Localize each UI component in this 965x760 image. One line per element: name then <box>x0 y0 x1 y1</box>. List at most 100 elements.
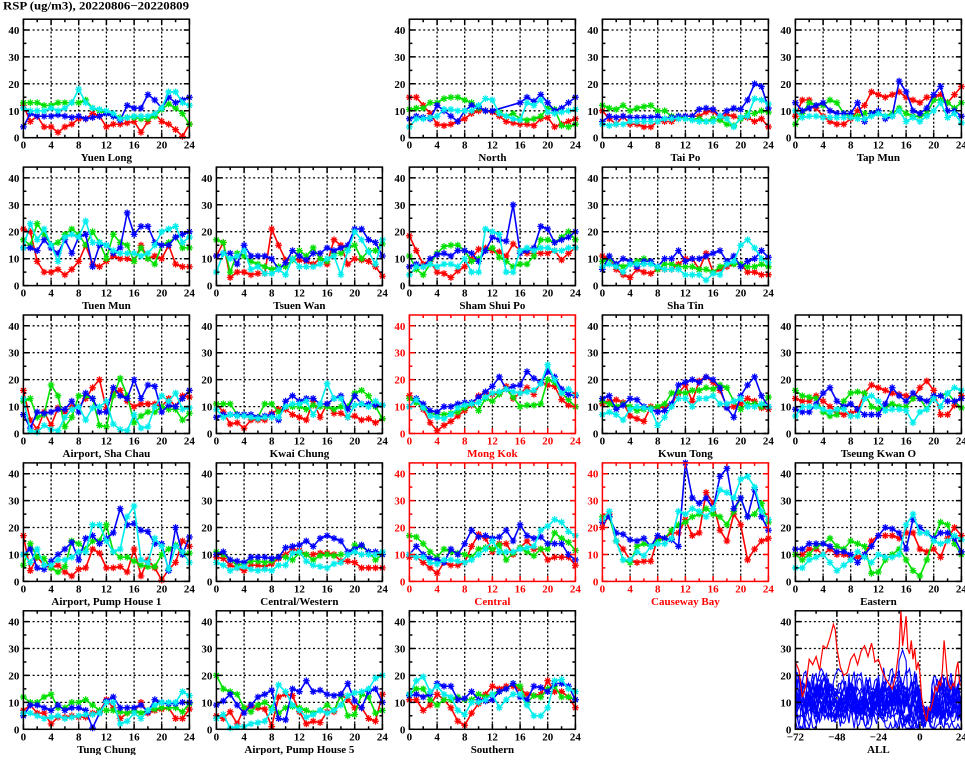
svg-text:0: 0 <box>407 731 413 743</box>
svg-text:12: 12 <box>101 288 113 300</box>
svg-text:10: 10 <box>394 550 406 562</box>
svg-text:10: 10 <box>394 106 406 118</box>
svg-text:20: 20 <box>928 583 940 595</box>
svg-text:24: 24 <box>184 731 196 743</box>
svg-text:20: 20 <box>587 79 599 91</box>
svg-text:8: 8 <box>269 288 275 300</box>
svg-text:Airport, Pump House 1: Airport, Pump House 1 <box>51 596 161 608</box>
svg-text:10: 10 <box>201 550 213 562</box>
svg-text:24: 24 <box>570 436 582 448</box>
svg-text:20: 20 <box>201 670 213 682</box>
svg-text:24: 24 <box>377 436 389 448</box>
svg-text:4: 4 <box>48 731 54 743</box>
svg-text:20: 20 <box>349 583 361 595</box>
svg-text:12: 12 <box>101 583 113 595</box>
svg-text:24: 24 <box>570 288 582 300</box>
svg-text:30: 30 <box>8 52 20 64</box>
svg-text:20: 20 <box>349 288 361 300</box>
svg-text:12: 12 <box>294 731 306 743</box>
svg-text:30: 30 <box>201 644 213 656</box>
svg-text:Sham Shui Po: Sham Shui Po <box>459 300 526 312</box>
svg-text:0: 0 <box>214 731 220 743</box>
svg-text:10: 10 <box>587 402 599 414</box>
svg-text:20: 20 <box>156 288 168 300</box>
svg-text:0: 0 <box>214 288 220 300</box>
svg-text:12: 12 <box>487 731 499 743</box>
svg-text:0: 0 <box>600 436 606 448</box>
svg-text:24: 24 <box>570 140 582 152</box>
svg-text:24: 24 <box>377 583 389 595</box>
svg-text:4: 4 <box>820 436 826 448</box>
svg-text:Mong Kok: Mong Kok <box>467 448 518 460</box>
svg-text:0: 0 <box>917 731 923 743</box>
svg-text:12: 12 <box>487 436 499 448</box>
svg-text:24: 24 <box>956 436 965 448</box>
svg-text:8: 8 <box>848 140 854 152</box>
svg-text:10: 10 <box>8 402 20 414</box>
svg-text:40: 40 <box>394 173 406 185</box>
svg-text:20: 20 <box>8 670 20 682</box>
svg-text:16: 16 <box>515 288 527 300</box>
svg-text:−72: −72 <box>787 731 805 743</box>
svg-text:40: 40 <box>587 25 599 37</box>
svg-text:0: 0 <box>793 583 799 595</box>
svg-text:20: 20 <box>780 79 792 91</box>
svg-text:8: 8 <box>269 583 275 595</box>
svg-text:8: 8 <box>655 288 661 300</box>
svg-text:0: 0 <box>593 576 599 588</box>
svg-text:12: 12 <box>294 288 306 300</box>
svg-text:10: 10 <box>8 106 20 118</box>
svg-text:20: 20 <box>201 227 213 239</box>
svg-text:ALL: ALL <box>867 744 890 755</box>
svg-text:20: 20 <box>735 583 747 595</box>
svg-text:4: 4 <box>241 583 247 595</box>
svg-text:20: 20 <box>542 140 554 152</box>
svg-text:Kwai Chung: Kwai Chung <box>270 448 330 460</box>
svg-text:12: 12 <box>487 140 499 152</box>
svg-text:8: 8 <box>462 288 468 300</box>
svg-text:8: 8 <box>655 583 661 595</box>
svg-text:8: 8 <box>848 583 854 595</box>
svg-text:16: 16 <box>515 140 527 152</box>
svg-text:24: 24 <box>763 583 775 595</box>
svg-text:20: 20 <box>542 288 554 300</box>
svg-text:20: 20 <box>8 523 20 535</box>
svg-text:8: 8 <box>655 140 661 152</box>
svg-text:4: 4 <box>48 436 54 448</box>
svg-text:40: 40 <box>587 469 599 481</box>
svg-text:0: 0 <box>21 583 27 595</box>
svg-text:12: 12 <box>680 288 692 300</box>
svg-text:10: 10 <box>201 254 213 266</box>
svg-text:16: 16 <box>322 288 334 300</box>
svg-text:0: 0 <box>407 583 413 595</box>
svg-text:10: 10 <box>8 254 20 266</box>
svg-text:16: 16 <box>708 288 720 300</box>
svg-text:4: 4 <box>627 436 633 448</box>
svg-text:Tsuen Wan: Tsuen Wan <box>273 300 325 312</box>
svg-text:0: 0 <box>21 436 27 448</box>
svg-text:4: 4 <box>434 583 440 595</box>
svg-text:20: 20 <box>542 731 554 743</box>
svg-text:40: 40 <box>780 25 792 37</box>
svg-text:16: 16 <box>129 140 141 152</box>
svg-text:24: 24 <box>377 731 389 743</box>
svg-text:Yuen Long: Yuen Long <box>81 152 133 164</box>
svg-text:0: 0 <box>786 133 792 145</box>
svg-text:24: 24 <box>377 288 389 300</box>
svg-text:4: 4 <box>48 288 54 300</box>
svg-text:16: 16 <box>322 731 334 743</box>
svg-text:30: 30 <box>587 496 599 508</box>
svg-text:40: 40 <box>201 321 213 333</box>
svg-text:Southern: Southern <box>471 744 514 755</box>
svg-text:8: 8 <box>76 436 82 448</box>
svg-text:0: 0 <box>407 436 413 448</box>
svg-text:−24: −24 <box>870 731 888 743</box>
svg-text:0: 0 <box>21 140 27 152</box>
svg-text:12: 12 <box>294 436 306 448</box>
svg-text:8: 8 <box>462 731 468 743</box>
svg-text:10: 10 <box>780 106 792 118</box>
svg-text:24: 24 <box>763 288 775 300</box>
svg-text:30: 30 <box>394 200 406 212</box>
svg-text:0: 0 <box>407 288 413 300</box>
svg-text:Sha Tin: Sha Tin <box>667 300 704 312</box>
